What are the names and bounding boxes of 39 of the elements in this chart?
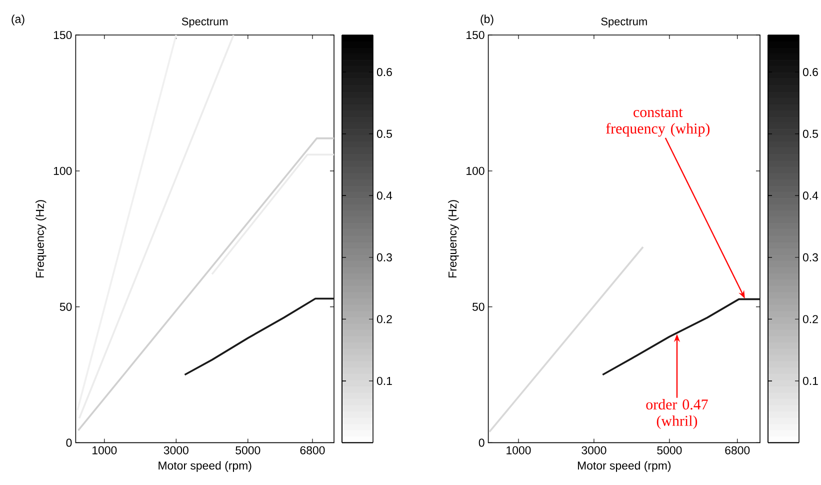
- y-tick-label: 100: [54, 166, 72, 175]
- y-tick-label: 150: [54, 30, 72, 40]
- text: (a): [12, 14, 24, 26]
- color-bar-label: 0.4: [376, 192, 392, 200]
- color-bar-label: 0.5: [802, 130, 818, 138]
- chart-title: Spectrum: [601, 18, 647, 28]
- x-axis-title: Motor speed (rpm): [158, 461, 252, 472]
- color-bar-label: 0.5: [376, 130, 392, 138]
- x-tick-label: 3000: [164, 446, 188, 454]
- y-axis-title: Frequency (Hz): [448, 200, 459, 278]
- chart-title: Spectrum: [182, 18, 228, 28]
- x-tick-label: 5000: [236, 446, 260, 454]
- x-tick-label: 6800: [300, 446, 325, 454]
- x-tick-label: 5000: [657, 446, 682, 454]
- y-tick-label: 150: [466, 30, 484, 40]
- color-bar-label: 0.2: [802, 315, 818, 324]
- color-bar-label: 0.1: [802, 376, 818, 385]
- x-tick-label: 6800: [725, 446, 750, 454]
- line-series: [184, 298, 334, 376]
- y-tick-label: 100: [466, 166, 484, 175]
- color-bar-label: 0.4: [802, 192, 818, 200]
- color-bar-label: 0.2: [376, 315, 392, 324]
- y-tick-label: 0: [66, 438, 72, 447]
- color-bar-label: 0.6: [376, 68, 392, 76]
- text: (b): [480, 14, 494, 26]
- x-axis-title: Motor speed (rpm): [578, 461, 671, 472]
- y-tick-label: 50: [60, 302, 72, 311]
- x-tick-label: 1000: [92, 446, 117, 454]
- x-tick-label: 3000: [582, 446, 606, 454]
- color-bar-label: 0.3: [802, 253, 818, 262]
- x-tick-label: 1000: [506, 446, 531, 454]
- annotation: order 0.47 (whril): [646, 399, 708, 429]
- annotation: constant frequency (whip): [606, 108, 710, 137]
- color-bar-label: 0.6: [802, 68, 818, 76]
- y-tick-label: 50: [472, 302, 484, 311]
- y-axis-title: Frequency (Hz): [36, 200, 46, 278]
- color-bar-label: 0.1: [376, 376, 392, 385]
- y-tick-label: 0: [478, 438, 484, 447]
- color-bar-label: 0.3: [376, 253, 392, 262]
